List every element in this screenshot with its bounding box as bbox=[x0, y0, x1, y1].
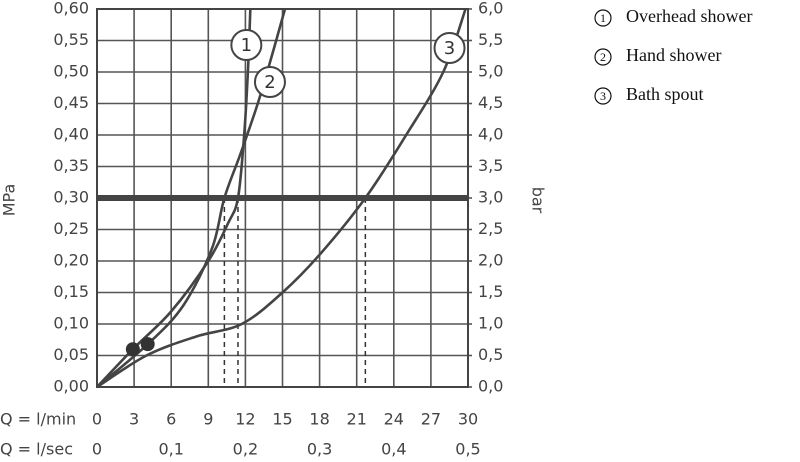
series-badge-label: 1 bbox=[241, 35, 252, 56]
y2-tick-label: 0,5 bbox=[478, 345, 503, 364]
y-tick-label: 0,05 bbox=[53, 345, 89, 364]
y2-tick-label: 1,5 bbox=[478, 282, 503, 301]
x-axis-label: Q = l/min bbox=[0, 410, 76, 429]
x2-tick-label: 0,3 bbox=[307, 440, 332, 459]
x-tick-label: 27 bbox=[421, 410, 441, 429]
legend-badge-label: 2 bbox=[600, 50, 606, 64]
x2-tick-label: 0,1 bbox=[158, 440, 183, 459]
y2-tick-label: 2,5 bbox=[478, 219, 503, 238]
series-badge-label: 3 bbox=[444, 38, 455, 59]
y-tick-label: 0,60 bbox=[53, 0, 89, 18]
y2-tick-label: 4,0 bbox=[478, 125, 503, 144]
legend-badge bbox=[594, 87, 612, 105]
operating-point bbox=[140, 337, 155, 352]
y2-tick-label: 5,5 bbox=[478, 30, 503, 49]
y-tick-label: 0,00 bbox=[53, 377, 89, 396]
y-tick-label: 0,35 bbox=[53, 156, 89, 175]
series-badge bbox=[230, 29, 263, 61]
x-tick-label: 30 bbox=[458, 410, 478, 429]
y-tick-label: 0,50 bbox=[53, 62, 89, 81]
y2-tick-label: 5,0 bbox=[478, 62, 503, 81]
y-tick-label: 0,20 bbox=[53, 251, 89, 270]
series-badge bbox=[253, 66, 286, 98]
y-tick-label: 0,10 bbox=[53, 314, 89, 333]
legend-label: Hand shower bbox=[626, 45, 721, 65]
x-tick-label: 6 bbox=[166, 410, 176, 429]
y2-tick-label: 3,5 bbox=[478, 156, 503, 175]
series-line bbox=[96, 8, 467, 389]
x-tick-label: 9 bbox=[203, 410, 213, 429]
y-tick-label: 0,55 bbox=[53, 30, 89, 49]
x2-tick-label: 0,5 bbox=[455, 440, 480, 459]
y2-tick-label: 4,5 bbox=[478, 93, 503, 112]
legend-label: Bath spout bbox=[626, 84, 704, 104]
x-tick-label: 3 bbox=[129, 410, 139, 429]
y2-axis-label: bar bbox=[529, 187, 548, 214]
y-tick-label: 0,25 bbox=[53, 219, 89, 238]
x2-tick-label: 0,2 bbox=[233, 440, 258, 459]
y-tick-label: 0,15 bbox=[53, 282, 89, 301]
y-axis-label: MPa bbox=[0, 184, 19, 217]
y2-tick-label: 6,0 bbox=[478, 0, 503, 18]
series-badge bbox=[433, 32, 466, 64]
y-tick-label: 0,45 bbox=[53, 93, 89, 112]
legend-badge bbox=[594, 48, 612, 66]
x2-tick-label: 0,4 bbox=[381, 440, 406, 459]
x-tick-label: 0 bbox=[92, 410, 102, 429]
y2-tick-label: 1,0 bbox=[478, 314, 503, 333]
y2-tick-label: 2,0 bbox=[478, 251, 503, 270]
y-tick-label: 0,30 bbox=[53, 188, 89, 207]
x2-axis-label: Q = l/sec bbox=[0, 440, 73, 459]
legend-badge bbox=[594, 9, 612, 27]
legend: 1 Overhead shower 2 Hand shower 3 Bath spout bbox=[594, 6, 752, 105]
x-tick-label: 12 bbox=[235, 410, 255, 429]
x-tick-label: 21 bbox=[347, 410, 367, 429]
legend-badge-label: 1 bbox=[600, 11, 606, 25]
y2-tick-label: 0,0 bbox=[478, 377, 503, 396]
operating-point bbox=[125, 342, 140, 357]
x-tick-label: 15 bbox=[272, 410, 292, 429]
legend-label: Overhead shower bbox=[626, 6, 752, 26]
x-tick-label: 24 bbox=[384, 410, 404, 429]
y-tick-label: 0,40 bbox=[53, 125, 89, 144]
series-badge-label: 2 bbox=[264, 72, 275, 93]
legend-badge-label: 3 bbox=[600, 89, 606, 103]
x2-tick-label: 0 bbox=[92, 440, 102, 459]
x-tick-label: 18 bbox=[309, 410, 329, 429]
y2-tick-label: 3,0 bbox=[478, 188, 503, 207]
